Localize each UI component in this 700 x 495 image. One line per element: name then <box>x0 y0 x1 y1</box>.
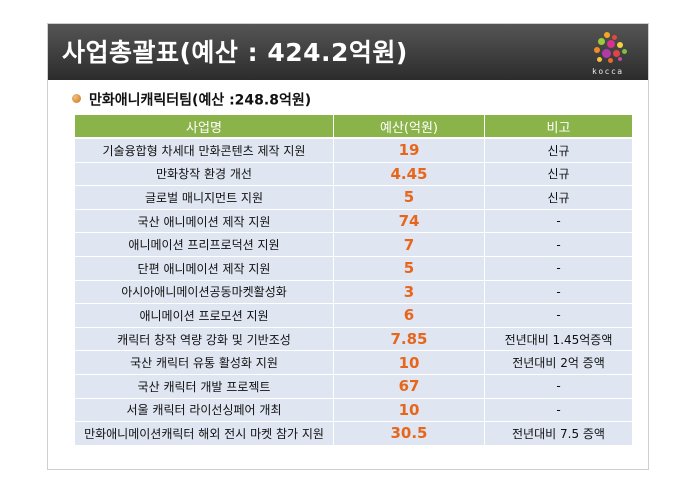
remarks-cell: 전년대비 7.5 증액 <box>485 422 632 446</box>
table-header-row: 사업명 예산(억원) 비고 <box>75 115 632 139</box>
header-project-name: 사업명 <box>75 115 334 139</box>
section-subtitle: 만화애니캐릭터팀(예산 :248.8억원) <box>89 92 312 109</box>
project-name-cell: 국산 애니메이션 제작 지원 <box>75 209 334 234</box>
remarks-cell: - <box>485 398 632 423</box>
project-name-cell: 글로벌 매니지먼트 지원 <box>75 186 334 210</box>
title-bar: 사업총괄표(예산 : 424.2억원) kocca <box>48 24 648 80</box>
table-row: 국산 캐릭터 개발 프로젝트 67- <box>75 374 632 399</box>
section-heading: 만화애니캐릭터팀(예산 :248.8억원) <box>72 89 312 109</box>
bullet-icon <box>72 93 81 103</box>
table-row: 만화창작 환경 개선 4.45 신규 <box>75 162 632 187</box>
remarks-cell: 신규 <box>485 162 632 187</box>
project-name-cell: 만화창작 환경 개선 <box>75 162 334 187</box>
project-name-cell: 애니메이션 프로모션 지원 <box>75 304 334 328</box>
project-name-cell: 애니메이션 프리프로덕션 지원 <box>75 233 334 257</box>
table-row: 애니메이션 프로모션 지원 6- <box>75 304 632 328</box>
budget-table: 사업명 예산(억원) 비고 기술융합형 차세대 만화콘텐츠 제작 지원 19 신규 … <box>75 115 632 446</box>
project-name-cell: 기술융합형 차세대 만화콘텐츠 제작 지원 <box>75 139 334 163</box>
project-name-cell: 단편 애니메이션 제작 지원 <box>75 256 334 281</box>
remarks-cell: 신규 <box>485 139 632 163</box>
slide: 사업총괄표(예산 : 424.2억원) kocca 만화애니캐릭터팀(예산 :2… <box>47 23 649 470</box>
budget-cell: 74 <box>334 209 485 234</box>
project-name-cell: 국산 캐릭터 개발 프로젝트 <box>75 374 334 399</box>
remarks-cell: - <box>485 304 632 328</box>
budget-cell: 5 <box>334 256 485 281</box>
table-row: 아시아애니메이션공동마켓활성화 3- <box>75 280 632 305</box>
budget-cell: 4.45 <box>334 162 485 187</box>
remarks-cell: - <box>485 209 632 234</box>
budget-cell: 30.5 <box>334 422 485 446</box>
header-remarks: 비고 <box>485 115 632 139</box>
budget-cell: 3 <box>334 280 485 305</box>
project-name-cell: 만화애니메이션캐릭터 해외 전시 마켓 참가 지원 <box>75 422 334 446</box>
table-row: 캐릭터 창작 역량 강화 및 기반조성 7.85 전년대비 1.45억증액 <box>75 327 632 352</box>
budget-cell: 7.85 <box>334 327 485 352</box>
budget-cell: 7 <box>334 233 485 257</box>
table-row: 서울 캐릭터 라이선싱페어 개최 10- <box>75 398 632 423</box>
budget-cell: 5 <box>334 186 485 210</box>
project-name-cell: 아시아애니메이션공동마켓활성화 <box>75 280 334 305</box>
remarks-cell: - <box>485 256 632 281</box>
table-row: 단편 애니메이션 제작 지원 5- <box>75 256 632 281</box>
table-row: 국산 캐릭터 유통 활성화 지원 10 전년대비 2억 증액 <box>75 351 632 375</box>
budget-cell: 19 <box>334 139 485 163</box>
remarks-cell: 전년대비 2억 증액 <box>485 351 632 375</box>
table-row: 만화애니메이션캐릭터 해외 전시 마켓 참가 지원 30.5 전년대비 7.5 증액 <box>75 422 632 446</box>
table-row: 애니메이션 프리프로덕션 지원 7- <box>75 233 632 257</box>
remarks-cell: - <box>485 374 632 399</box>
table-row: 기술융합형 차세대 만화콘텐츠 제작 지원 19 신규 <box>75 139 632 163</box>
remarks-cell: - <box>485 280 632 305</box>
table-row: 글로벌 매니지먼트 지원 5 신규 <box>75 186 632 210</box>
budget-cell: 10 <box>334 398 485 423</box>
remarks-cell: - <box>485 233 632 257</box>
slide-title: 사업총괄표(예산 : 424.2억원) <box>62 38 408 67</box>
table-row: 국산 애니메이션 제작 지원 74- <box>75 209 632 234</box>
budget-cell: 67 <box>334 374 485 399</box>
remarks-cell: 전년대비 1.45억증액 <box>485 327 632 352</box>
logo-wordmark: kocca <box>592 67 624 76</box>
project-name-cell: 캐릭터 창작 역량 강화 및 기반조성 <box>75 327 334 352</box>
budget-cell: 10 <box>334 351 485 375</box>
header-budget: 예산(억원) <box>334 115 485 139</box>
project-name-cell: 국산 캐릭터 유통 활성화 지원 <box>75 351 334 375</box>
kocca-logo: kocca <box>584 30 636 76</box>
project-name-cell: 서울 캐릭터 라이선싱페어 개최 <box>75 398 334 423</box>
budget-cell: 6 <box>334 304 485 328</box>
remarks-cell: 신규 <box>485 186 632 210</box>
